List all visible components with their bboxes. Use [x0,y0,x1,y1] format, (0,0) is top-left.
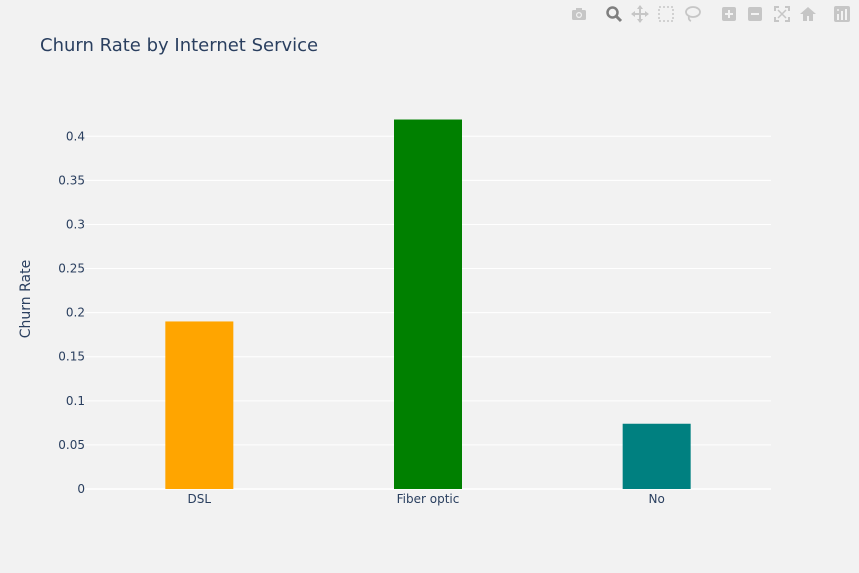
lasso-button[interactable] [683,4,703,24]
pan-button[interactable] [630,4,650,24]
bar-dsl[interactable] [165,321,234,489]
y-tick-label: 0.35 [58,173,85,187]
pan-icon [631,5,649,23]
x-tick-label: DSL [188,492,212,506]
y-tick-label: 0.25 [58,262,85,276]
zoom-button[interactable] [604,4,624,24]
x-tick-labels: DSL Fiber optic No [188,492,665,506]
x-tick-label: Fiber optic [397,492,460,506]
plotly-logo-icon [834,6,850,22]
y-axis-label: Churn Rate [18,260,34,338]
bars [165,119,691,489]
zoom-in-button[interactable] [719,4,739,24]
autoscale-icon [774,6,790,22]
x-tick-label: No [649,492,665,506]
y-tick-label: 0.3 [66,217,85,231]
camera-button[interactable] [569,4,589,24]
home-icon [800,7,816,21]
bar-fiber-optic[interactable] [394,119,462,489]
y-tick-labels: 0 0.05 0.1 0.15 0.2 0.25 0.3 0.35 0.4 [58,129,85,496]
zoom-in-icon [722,7,736,21]
camera-icon [572,8,586,20]
zoom-out-icon [748,7,762,21]
y-tick-label: 0.2 [66,306,85,320]
y-tick-label: 0 [77,482,85,496]
y-tick-label: 0.15 [58,350,85,364]
box-select-button[interactable] [656,4,676,24]
home-button[interactable] [798,4,818,24]
zoom-icon [606,6,623,23]
y-tick-label: 0.05 [58,438,85,452]
y-tick-label: 0.1 [66,394,85,408]
plotly-logo-button[interactable] [832,4,852,24]
lasso-icon [685,6,701,22]
zoom-out-button[interactable] [745,4,765,24]
box-select-icon [658,6,674,22]
y-tick-label: 0.4 [66,129,85,143]
modebar [0,4,852,24]
autoscale-button[interactable] [772,4,792,24]
chart-title: Churn Rate by Internet Service [40,35,319,56]
bar-no[interactable] [622,423,691,489]
